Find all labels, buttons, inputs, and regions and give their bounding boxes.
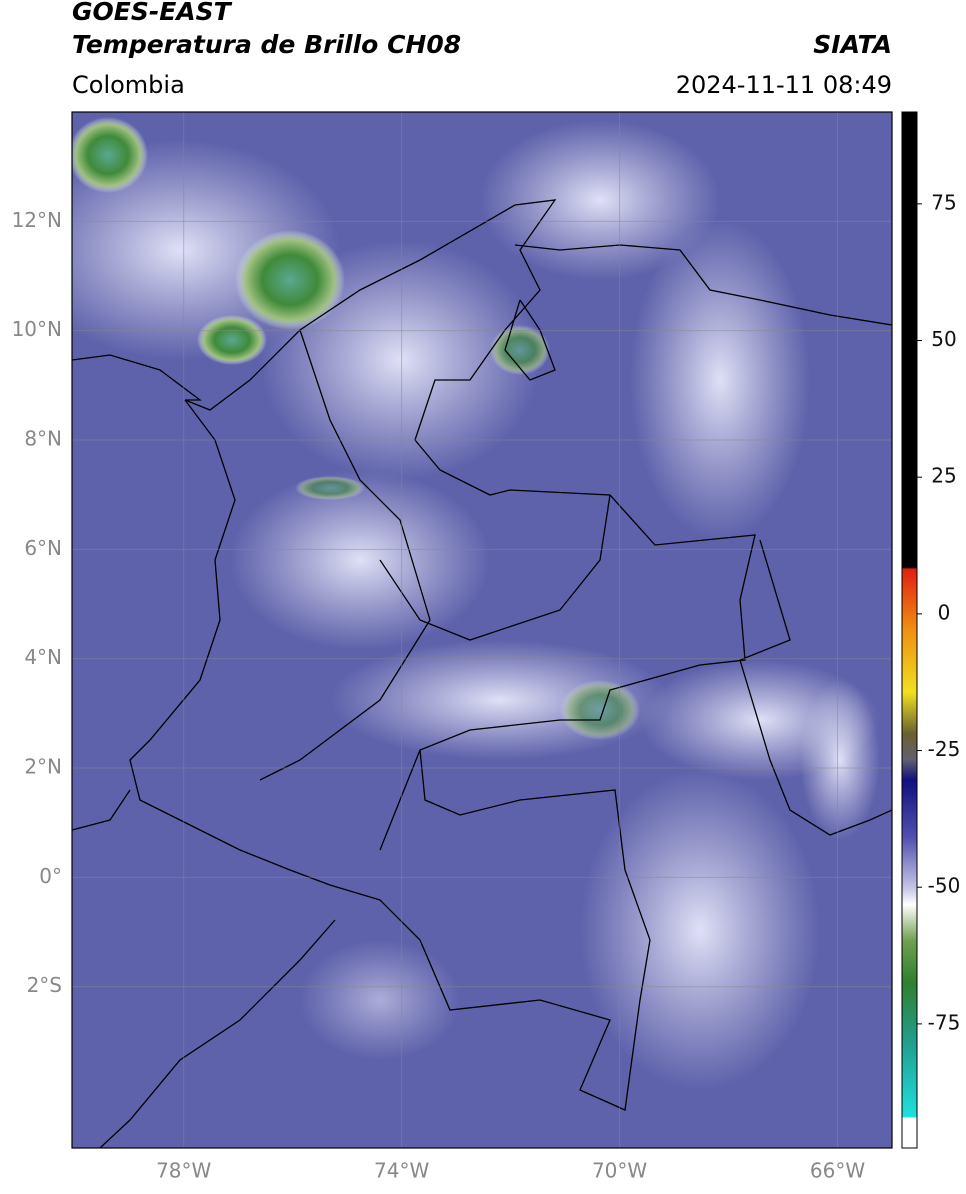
y-tick-label: 2°S [27, 973, 62, 997]
colorbar-tick-label: -50 [928, 874, 961, 898]
y-tick-label: 8°N [24, 427, 62, 451]
timestamp: 2024-11-11 08:49 [676, 71, 892, 99]
grid [72, 112, 892, 1148]
map-frame [71, 111, 893, 1149]
colorbar-tick-label: 25 [931, 464, 956, 488]
colorbar [901, 111, 918, 1149]
title: GOES-EAST [72, 0, 233, 26]
colorbar-tick-label: 50 [931, 327, 956, 351]
x-tick-label: 66°W [810, 1159, 865, 1183]
x-tick-label: 70°W [592, 1159, 647, 1183]
y-tick-label: 12°N [12, 208, 62, 232]
source: SIATA [813, 30, 892, 59]
colorbar-tick-label: -75 [928, 1010, 961, 1034]
x-tick-label: 74°W [374, 1159, 429, 1183]
colorbar-tick-label: -25 [928, 737, 961, 761]
y-tick-label: 10°N [12, 317, 62, 341]
x-tick-label: 78°W [156, 1159, 211, 1183]
y-tick-label: 0° [39, 864, 62, 888]
y-tick-label: 6°N [24, 536, 62, 560]
subtitle: Temperatura de Brillo CH08 [72, 30, 461, 59]
y-tick-label: 4°N [24, 645, 62, 669]
colorbar-tick-label: 75 [931, 190, 956, 214]
colorbar-tick-label: 0 [938, 600, 951, 624]
map [72, 112, 892, 1148]
region: Colombia [72, 71, 185, 99]
borders [72, 199, 892, 1148]
y-tick-label: 2°N [24, 755, 62, 779]
